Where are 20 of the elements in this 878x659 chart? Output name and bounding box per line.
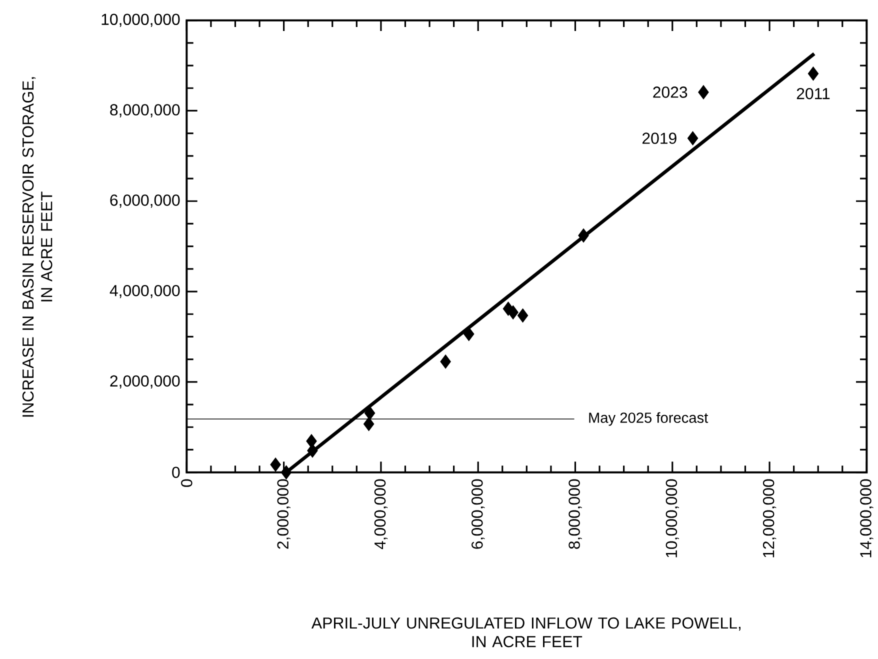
y-tick-label: 8,000,000 [110, 104, 180, 118]
ref-line-label: May 2025 forecast [589, 412, 708, 426]
y-axis-title: INCREASE IN BASIN RESERVOIR STORAGE, IN ACRE FEET [22, 77, 52, 417]
x-tick-label: 6,000,000 [472, 479, 485, 549]
y-tick-label: 4,000,000 [110, 284, 180, 298]
x-tick-label: 10,000,000 [666, 479, 679, 558]
annotation: 2019 [642, 132, 676, 144]
x-tick-label: 14,000,000 [860, 479, 874, 558]
x-tick-label: 8,000,000 [568, 479, 582, 549]
x-tick-label: 2,000,000 [277, 479, 290, 549]
annotation: 2023 [653, 86, 688, 98]
annotation: 2011 [796, 88, 830, 100]
y-tick-label: 2,000,000 [110, 375, 180, 389]
x-axis-title: APRIL-JULY UNREGULATED INFLOW TO LAKE POWELL, IN ACRE FEET [311, 617, 740, 648]
x-tick-label: 12,000,000 [762, 479, 776, 558]
x-tick-label: 4,000,000 [374, 479, 388, 550]
y-tick-label: 0 [172, 466, 180, 478]
x-tick-label: 0 [181, 479, 192, 487]
y-tick-label: 10,000,000 [102, 14, 180, 27]
y-tick-label: 6,000,000 [110, 194, 180, 208]
